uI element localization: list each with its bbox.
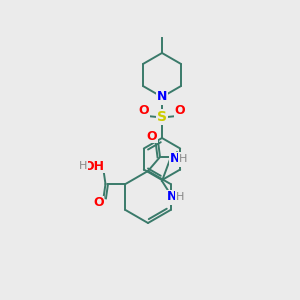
Text: O: O bbox=[175, 104, 185, 118]
Text: H: H bbox=[179, 154, 187, 164]
Text: O: O bbox=[147, 130, 157, 142]
Text: N: N bbox=[157, 91, 167, 103]
Text: O: O bbox=[139, 104, 149, 118]
Text: H: H bbox=[79, 161, 88, 171]
Text: H: H bbox=[176, 192, 184, 202]
Text: S: S bbox=[157, 110, 167, 124]
Text: O: O bbox=[93, 196, 104, 209]
Text: N: N bbox=[167, 190, 177, 203]
Text: N: N bbox=[170, 152, 180, 166]
Text: OH: OH bbox=[83, 160, 104, 172]
